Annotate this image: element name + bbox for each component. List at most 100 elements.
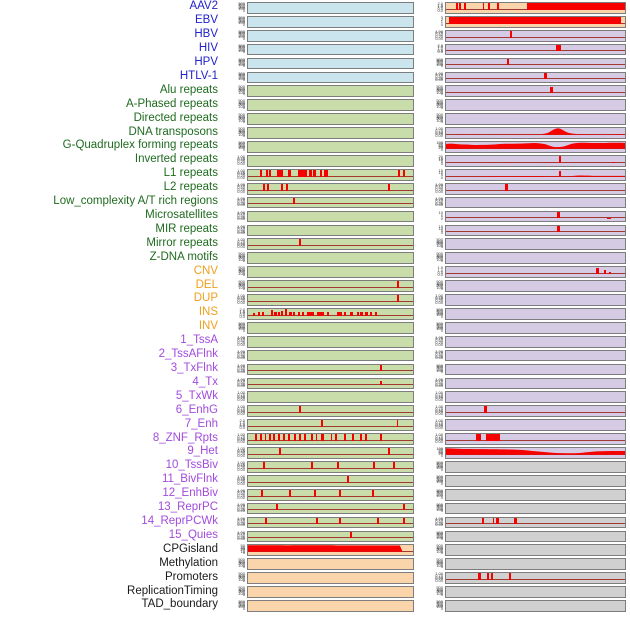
track-plot-right[interactable] bbox=[445, 461, 626, 473]
track-plot-left[interactable] bbox=[247, 363, 414, 376]
track-plot-left[interactable] bbox=[247, 29, 414, 42]
track-plot-right[interactable] bbox=[445, 182, 626, 195]
track-plot-right[interactable] bbox=[445, 321, 626, 334]
track-plot-right[interactable] bbox=[445, 586, 626, 598]
track-plot-left[interactable] bbox=[247, 558, 414, 571]
y-tick: 500 bbox=[238, 70, 245, 76]
track-plot-right[interactable] bbox=[445, 488, 626, 501]
track-plot-left[interactable] bbox=[247, 516, 414, 529]
track-plot-left[interactable] bbox=[247, 502, 414, 515]
track-plot-right[interactable] bbox=[445, 99, 626, 112]
track-plot-left[interactable] bbox=[247, 127, 414, 139]
track-plot-left[interactable] bbox=[247, 308, 414, 320]
track-plot-left[interactable] bbox=[247, 196, 414, 209]
track-plot-left[interactable] bbox=[247, 238, 414, 251]
track-plot-left[interactable] bbox=[247, 335, 414, 348]
track-plot-left[interactable] bbox=[247, 544, 414, 557]
track-plot-right[interactable] bbox=[445, 29, 626, 42]
track-plot-right[interactable] bbox=[445, 363, 626, 376]
track-plot-left[interactable] bbox=[247, 155, 414, 167]
track-plot-left[interactable] bbox=[247, 252, 414, 265]
track-plot-left[interactable] bbox=[247, 99, 414, 112]
track-plot-right[interactable] bbox=[445, 544, 626, 557]
track-plot-left[interactable] bbox=[247, 71, 414, 84]
track-plot-left[interactable] bbox=[247, 600, 414, 612]
track-plot-right[interactable] bbox=[445, 558, 626, 571]
track-plot-left[interactable] bbox=[247, 419, 414, 431]
track-plot-left[interactable] bbox=[247, 224, 414, 237]
track-plot-left[interactable] bbox=[247, 2, 414, 14]
track-plot-right[interactable] bbox=[445, 85, 626, 98]
y-tick: 200 bbox=[436, 561, 443, 567]
track-plot-right[interactable] bbox=[445, 196, 626, 209]
track-plot-left[interactable] bbox=[247, 141, 414, 153]
track-plot-right[interactable] bbox=[445, 238, 626, 251]
track-plot-left[interactable] bbox=[247, 321, 414, 334]
track-plot-right[interactable] bbox=[445, 572, 626, 584]
track-row-left: 1.00 0.75 0.50 0.25 0.00 bbox=[222, 502, 418, 515]
y-tick: 0.25 bbox=[435, 200, 443, 206]
track-plot-left[interactable] bbox=[247, 447, 414, 459]
track-plot-left[interactable] bbox=[247, 572, 414, 584]
track-plot-right[interactable] bbox=[445, 210, 626, 223]
track-plot-left[interactable] bbox=[247, 85, 414, 98]
track-plot-right[interactable] bbox=[445, 405, 626, 418]
track-plot-left[interactable] bbox=[247, 182, 414, 195]
track-plot-left[interactable] bbox=[247, 433, 414, 445]
track-plot-right[interactable] bbox=[445, 349, 626, 362]
track-plot-left[interactable] bbox=[247, 391, 414, 404]
track-plot-right[interactable] bbox=[445, 433, 626, 445]
y-tick: 0.00 bbox=[435, 341, 443, 347]
track-plot-left[interactable] bbox=[247, 461, 414, 473]
track-plot-left[interactable] bbox=[247, 168, 414, 181]
track-plot-right[interactable] bbox=[445, 141, 626, 153]
track-plot-right[interactable] bbox=[445, 43, 626, 56]
y-tick: 0.75 bbox=[237, 225, 245, 231]
track-plot-right[interactable] bbox=[445, 266, 626, 278]
track-plot-right[interactable] bbox=[445, 113, 626, 125]
track-plot-right[interactable] bbox=[445, 280, 626, 292]
track-plot-left[interactable] bbox=[247, 405, 414, 418]
track-plot-right[interactable] bbox=[445, 57, 626, 70]
data-bar bbox=[343, 434, 346, 441]
track-plot-right[interactable] bbox=[445, 530, 626, 543]
track-plot-right[interactable] bbox=[445, 168, 626, 181]
track-plot-left[interactable] bbox=[247, 210, 414, 223]
track-plot-left[interactable] bbox=[247, 488, 414, 501]
track-plot-right[interactable] bbox=[445, 600, 626, 612]
track-plot-right[interactable] bbox=[445, 294, 626, 306]
track-plot-left[interactable] bbox=[247, 377, 414, 390]
track-plot-left[interactable] bbox=[247, 349, 414, 362]
y-tick: 300 bbox=[238, 3, 245, 9]
y-tick: 300 bbox=[238, 31, 245, 37]
track-plot-right[interactable] bbox=[445, 224, 626, 237]
track-plot-left[interactable] bbox=[247, 474, 414, 487]
track-plot-right[interactable] bbox=[445, 335, 626, 348]
track-plot-right[interactable] bbox=[445, 252, 626, 265]
track-plot-right[interactable] bbox=[445, 377, 626, 390]
track-plot-right[interactable] bbox=[445, 2, 626, 14]
track-plot-right[interactable] bbox=[445, 127, 626, 139]
track-plot-right[interactable] bbox=[445, 391, 626, 404]
track-plot-left[interactable] bbox=[247, 266, 414, 278]
track-plot-left[interactable] bbox=[247, 15, 414, 28]
track-plot-left[interactable] bbox=[247, 530, 414, 543]
track-plot-right[interactable] bbox=[445, 15, 626, 28]
track-plot-left[interactable] bbox=[247, 280, 414, 292]
track-plot-right[interactable] bbox=[445, 71, 626, 84]
track-plot-right[interactable] bbox=[445, 474, 626, 487]
y-tick: 0.25 bbox=[237, 228, 245, 234]
track-plot-right[interactable] bbox=[445, 308, 626, 320]
track-plot-left[interactable] bbox=[247, 113, 414, 125]
track-plot-left[interactable] bbox=[247, 43, 414, 56]
track-plot-right[interactable] bbox=[445, 419, 626, 431]
y-tick: 500 bbox=[436, 473, 443, 479]
track-plot-left[interactable] bbox=[247, 57, 414, 70]
track-plot-right[interactable] bbox=[445, 516, 626, 529]
track-plot-right[interactable] bbox=[445, 155, 626, 167]
y-tick: 0.25 bbox=[435, 131, 443, 137]
track-plot-right[interactable] bbox=[445, 447, 626, 459]
track-plot-left[interactable] bbox=[247, 294, 414, 306]
track-plot-left[interactable] bbox=[247, 586, 414, 598]
track-plot-right[interactable] bbox=[445, 502, 626, 515]
